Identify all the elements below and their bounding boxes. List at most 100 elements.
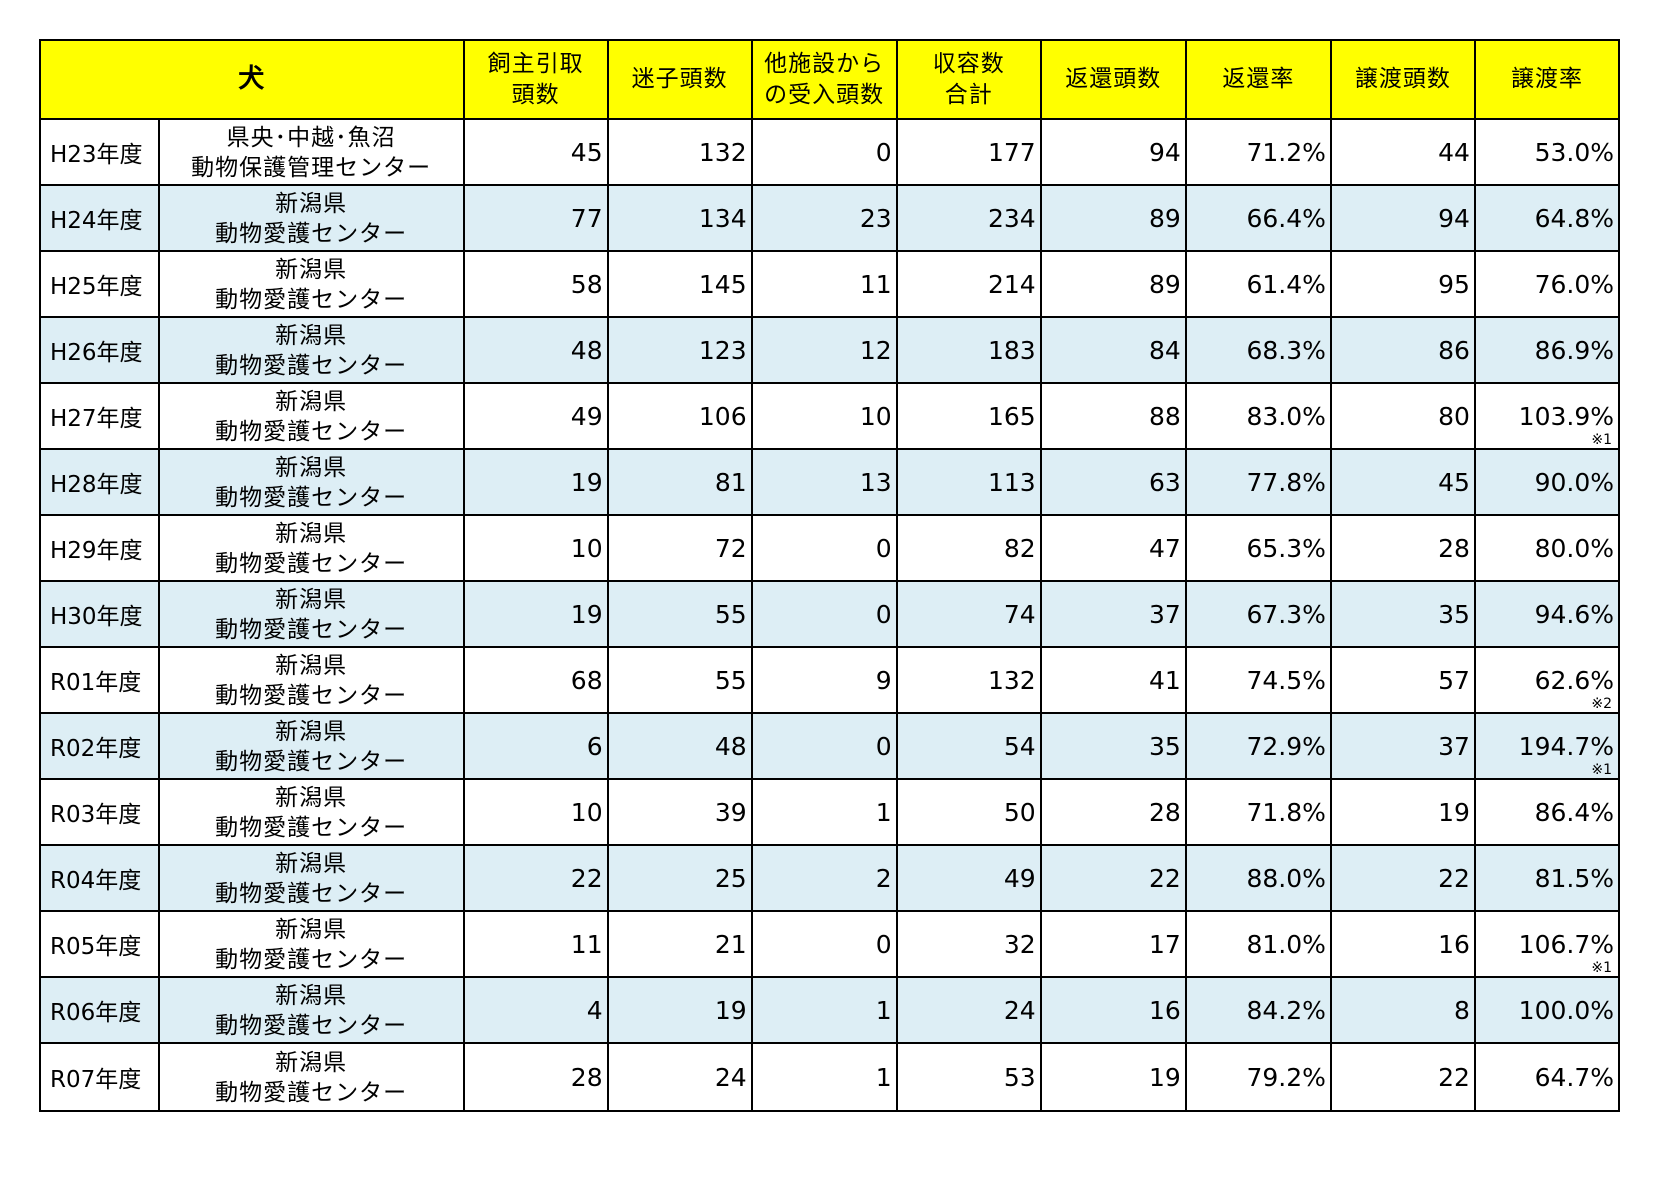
table-row: H28年度 新潟県 動物愛護センター 19 81 13 113 63 77.8% 45 90.0% (39, 448, 1621, 516)
returned-cell: 63 (1039, 448, 1187, 516)
table-row: H30年度 新潟県 動物愛護センター 19 55 0 74 37 67.3% 35 94.6% (39, 580, 1621, 648)
stray-cell: 123 (606, 316, 753, 384)
owner-surrender-cell: 6 (462, 712, 609, 780)
cell-value: 74 (1003, 599, 1036, 629)
transfer-in-cell: 9 (750, 646, 898, 714)
facility-cell: 新潟県 動物愛護センター (157, 778, 465, 846)
returned-cell: 37 (1039, 580, 1187, 648)
cell-value: 81.0% (1246, 929, 1326, 959)
returned-cell: 28 (1039, 778, 1187, 846)
cell-value: 94.6% (1534, 599, 1614, 629)
facility-name-line: 新潟県 (275, 455, 348, 481)
header-adopted: 譲渡頭数 (1329, 39, 1476, 120)
table-row: R01年度 新潟県 動物愛護センター 68 55 9 132 41 74.5% 57 62.6% ※2 (39, 646, 1621, 714)
cell-value: 0 (875, 137, 892, 167)
fiscal-year-cell: H27年度 (39, 382, 160, 450)
cell-value: 64.7% (1534, 1062, 1614, 1092)
cell-value: 55 (714, 599, 747, 629)
cell-value: 94 (1438, 203, 1470, 233)
cell-value: 11 (570, 929, 603, 959)
adopted-cell: 80 (1329, 382, 1476, 450)
cell-value: 22 (1438, 1062, 1470, 1092)
adoption-rate-cell: 86.9% (1473, 316, 1621, 384)
cell-value: 0 (875, 533, 892, 563)
returned-cell: 89 (1039, 250, 1187, 318)
total-cell: 234 (895, 184, 1042, 252)
return-rate-cell: 71.8% (1184, 778, 1332, 846)
facility-name-line: 動物愛護センター (215, 353, 408, 379)
facility-name-line: 新潟県 (275, 587, 348, 613)
cell-value: 44 (1438, 137, 1470, 167)
header-label-line: 他施設から (764, 50, 885, 77)
facility-cell: 新潟県 動物愛護センター (157, 382, 465, 450)
owner-surrender-cell: 68 (462, 646, 609, 714)
header-returned: 返還頭数 (1039, 39, 1187, 120)
facility-name-line: 動物愛護センター (215, 1080, 408, 1106)
transfer-in-cell: 0 (750, 712, 898, 780)
cell-value: 145 (698, 269, 747, 299)
header-row: 犬 飼主引取 頭数 迷子頭数 他施設から の受入頭数 収容数 合計 返還頭数 返還率 … (39, 39, 1621, 120)
cell-value: 62.6% (1534, 665, 1614, 695)
cell-value: 90.0% (1534, 467, 1614, 497)
header-label-line: 迷子頭数 (631, 66, 728, 92)
facility-name-line: 動物愛護センター (215, 221, 408, 247)
cell-value: 132 (988, 665, 1036, 695)
header-animal: 犬 (39, 39, 465, 120)
cell-value: 4 (586, 995, 603, 1025)
adopted-cell: 8 (1329, 976, 1476, 1044)
table-row: R07年度 新潟県 動物愛護センター 28 24 1 53 19 79.2% 22 64.7% (39, 1042, 1621, 1112)
cell-value: 16 (1438, 929, 1470, 959)
returned-cell: 22 (1039, 844, 1187, 912)
cell-value: 11 (859, 269, 892, 299)
cell-value: 1 (875, 1062, 892, 1092)
footnote-mark: ※1 (1591, 432, 1612, 448)
cell-value: 9 (875, 665, 892, 695)
transfer-in-cell: 2 (750, 844, 898, 912)
cell-value: 22 (1148, 863, 1181, 893)
table-row: R03年度 新潟県 動物愛護センター 10 39 1 50 28 71.8% 19 86.4% (39, 778, 1621, 846)
adoption-rate-cell: 106.7% ※1 (1473, 910, 1621, 978)
stray-cell: 24 (606, 1042, 753, 1112)
return-rate-cell: 74.5% (1184, 646, 1332, 714)
cell-value: 37 (1438, 731, 1470, 761)
total-cell: 49 (895, 844, 1042, 912)
adopted-cell: 35 (1329, 580, 1476, 648)
transfer-in-cell: 10 (750, 382, 898, 450)
cell-value: 77.8% (1246, 467, 1326, 497)
facility-name-line: 動物愛護センター (215, 683, 408, 709)
returned-cell: 94 (1039, 118, 1187, 186)
header-label-line: 返還率 (1222, 66, 1295, 92)
facility-name-line: 動物愛護センター (215, 617, 408, 643)
return-rate-cell: 61.4% (1184, 250, 1332, 318)
cell-value: 10 (570, 533, 603, 563)
cell-value: 8 (1453, 995, 1470, 1025)
cell-value: 54 (1003, 731, 1036, 761)
header-return-rate: 返還率 (1184, 39, 1332, 120)
adoption-rate-cell: 86.4% (1473, 778, 1621, 846)
fiscal-year-cell: R05年度 (39, 910, 160, 978)
cell-value: 67.3% (1246, 599, 1326, 629)
returned-cell: 47 (1039, 514, 1187, 582)
fiscal-year-cell: R03年度 (39, 778, 160, 846)
stray-cell: 55 (606, 580, 753, 648)
adoption-rate-cell: 64.8% (1473, 184, 1621, 252)
return-rate-cell: 88.0% (1184, 844, 1332, 912)
return-rate-cell: 81.0% (1184, 910, 1332, 978)
total-cell: 177 (895, 118, 1042, 186)
facility-cell: 新潟県 動物愛護センター (157, 514, 465, 582)
stray-cell: 39 (606, 778, 753, 846)
cell-value: 0 (875, 599, 892, 629)
fiscal-year-cell: H26年度 (39, 316, 160, 384)
cell-value: 68.3% (1246, 335, 1326, 365)
cell-value: 74.5% (1246, 665, 1326, 695)
facility-name-line: 新潟県 (275, 653, 348, 679)
transfer-in-cell: 0 (750, 580, 898, 648)
cell-value: 10 (859, 401, 892, 431)
cell-value: 22 (1438, 863, 1470, 893)
facility-name-line: 動物愛護センター (215, 551, 408, 577)
cell-value: 214 (988, 269, 1036, 299)
header-owner-surrender: 飼主引取 頭数 (462, 39, 609, 120)
cell-value: 132 (698, 137, 747, 167)
total-cell: 32 (895, 910, 1042, 978)
return-rate-cell: 83.0% (1184, 382, 1332, 450)
